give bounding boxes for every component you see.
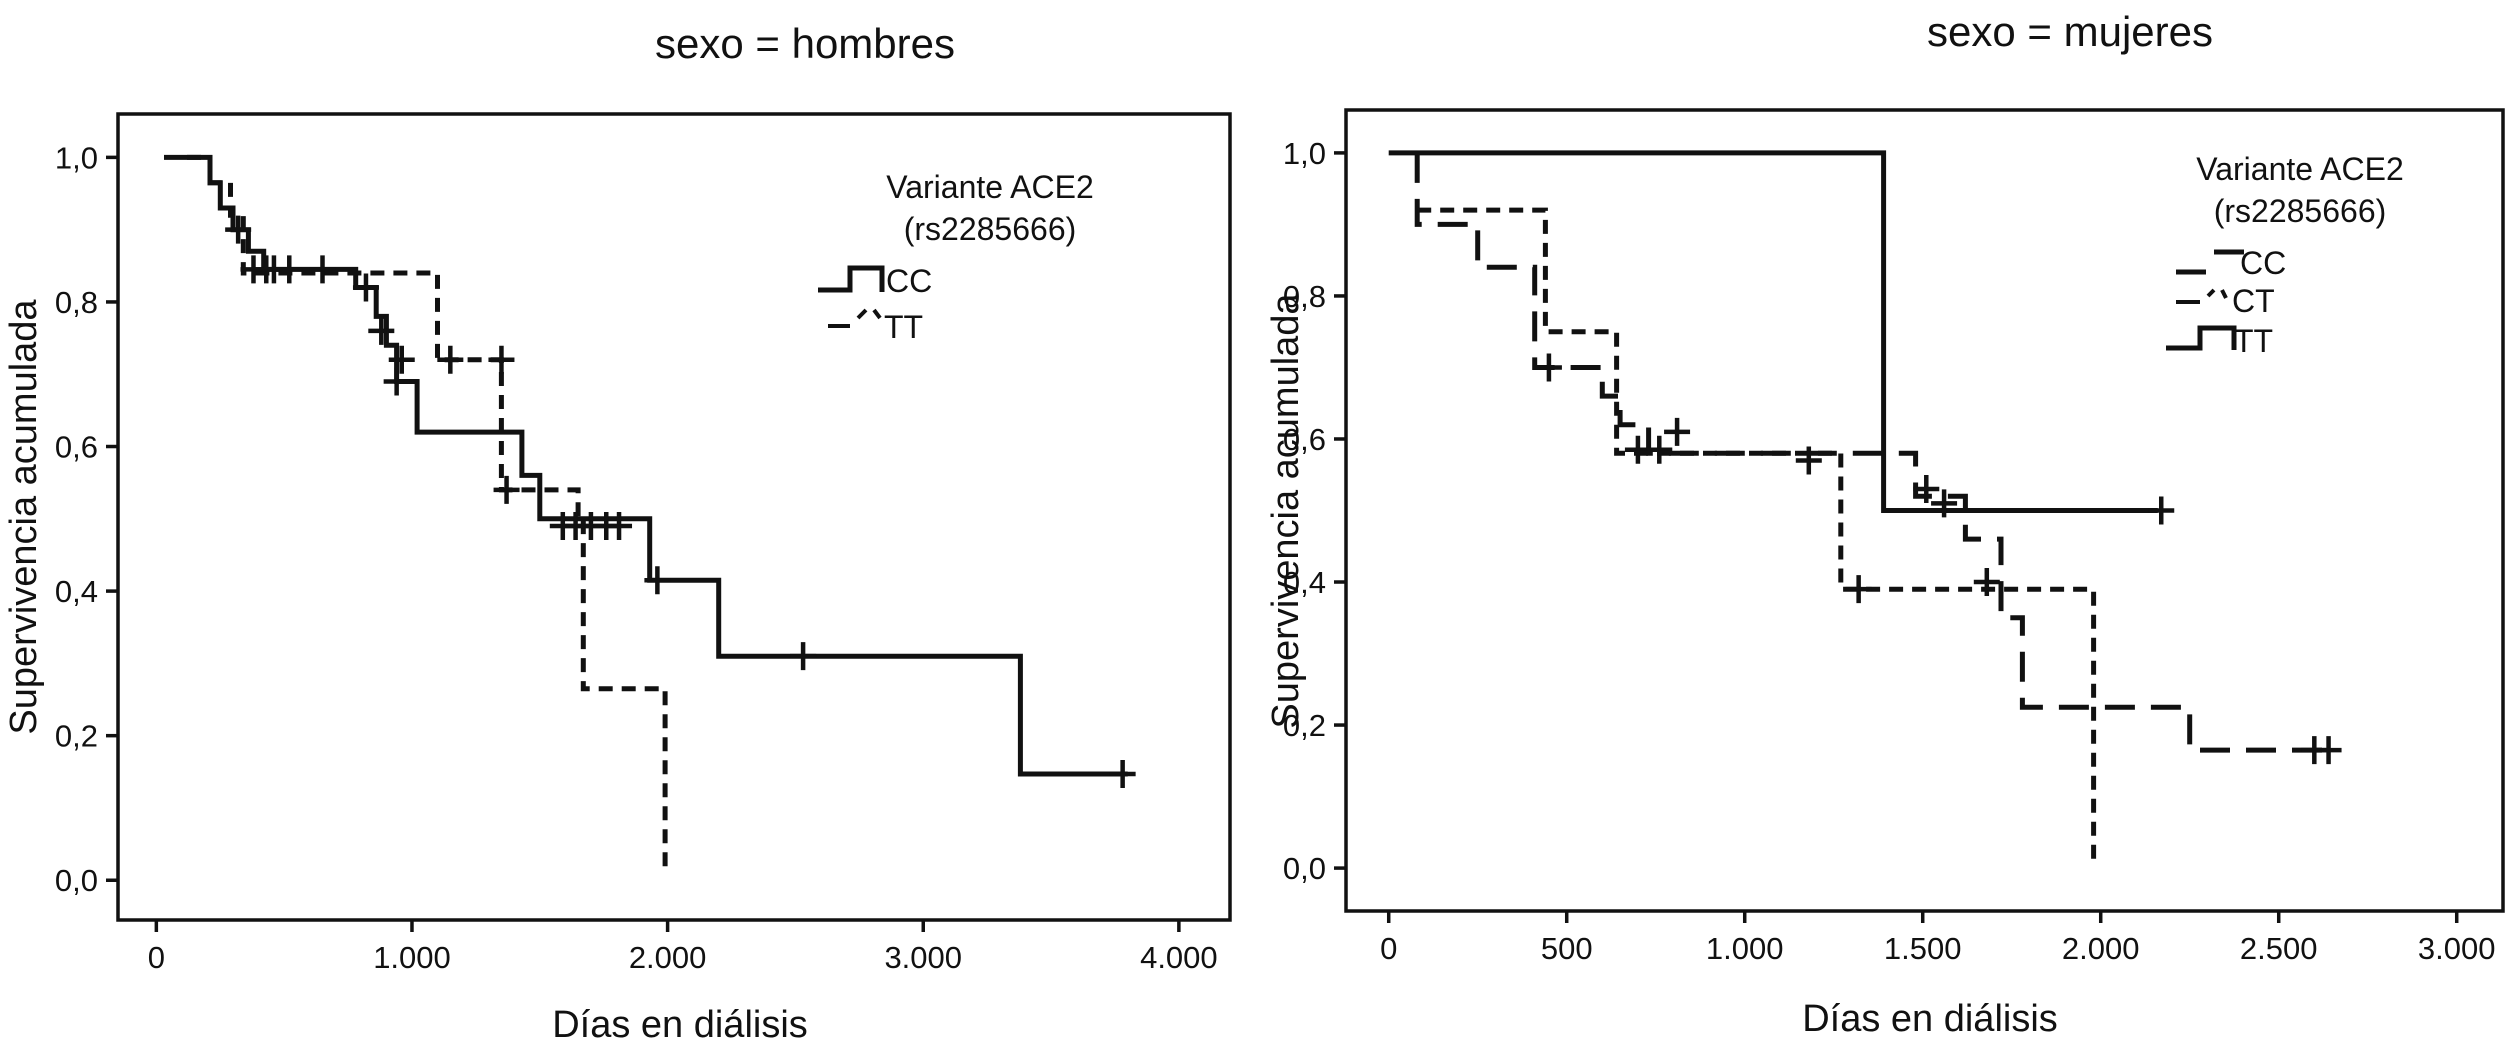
legend-title-line-1: Variante ACE2 <box>886 169 1094 205</box>
y-tick-label: 0,8 <box>55 285 98 320</box>
y-tick-label: 0,2 <box>55 719 98 754</box>
y-tick-label: 0,6 <box>55 430 98 465</box>
series-tt-censor-mark <box>488 345 515 374</box>
series-tt-censor-mark <box>606 512 633 541</box>
y-tick-label: 1,0 <box>1283 136 1326 171</box>
series-cc-line <box>164 154 1128 777</box>
legend-label-cc: CC <box>886 263 932 299</box>
series-tt-censor-mark <box>493 475 520 504</box>
x-tick-label: 0 <box>148 940 165 975</box>
legend-label-cc: CC <box>2240 245 2286 281</box>
x-tick-label: 500 <box>1541 931 1593 966</box>
series-cc-censor-mark <box>1664 417 1691 446</box>
series-cc-line <box>1414 152 2329 753</box>
x-tick-label: 0 <box>1380 931 1397 966</box>
series-tt-censor-mark <box>1913 475 1940 504</box>
x-tick-label: 2.000 <box>629 940 707 975</box>
series-tt-censor-mark <box>437 345 464 374</box>
x-tick-label: 3.000 <box>2418 931 2496 966</box>
tick-layer: 0 1.000 2.000 3.000 4.000 0,0 0,2 0,4 0,6 0,8 1,0 <box>55 140 1218 975</box>
series-cc-censor-mark <box>790 642 817 671</box>
x-tick-label: 1.000 <box>373 940 451 975</box>
legend: Variante ACE2 (rs2285666) CC CT TT <box>2166 151 2404 359</box>
x-tick-label: 2.000 <box>2062 931 2140 966</box>
series-tt-censor-mark <box>253 255 280 284</box>
plot-frame <box>116 112 1232 922</box>
legend-label-tt: TT <box>884 309 923 345</box>
series-tt-censor-mark <box>388 345 415 374</box>
legend-label-ct: CT <box>2232 283 2275 319</box>
plot-frame <box>1344 108 2505 913</box>
legend-title-line-2: (rs2285666) <box>2214 193 2387 229</box>
series-ct-censor-mark <box>1973 568 2000 597</box>
legend-swatch-cc <box>2176 249 2244 275</box>
y-tick-label: 0,8 <box>1283 279 1326 314</box>
series-ct-censor-mark <box>1845 575 1872 604</box>
chart-title: sexo = hombres <box>655 20 955 67</box>
series-tt-censor-mark <box>2148 496 2175 525</box>
series-cc-censor-mark <box>383 367 410 396</box>
series-cc-censor-mark <box>309 255 336 284</box>
legend-label-tt: TT <box>2234 323 2273 359</box>
x-tick-label: 1.500 <box>1884 931 1962 966</box>
series-tt-line <box>1388 150 2158 513</box>
legend: Variante ACE2 (rs2285666) CC TT <box>818 169 1094 345</box>
y-tick-label: 0,4 <box>1283 565 1326 600</box>
x-tick-label: 1.000 <box>1706 931 1784 966</box>
legend-swatch-tt <box>2166 325 2237 351</box>
legend-swatch-tt <box>828 308 882 328</box>
y-tick-label: 0,4 <box>55 574 98 609</box>
y-tick-label: 0,0 <box>1283 851 1326 886</box>
tick-layer: 0 500 1.000 1.500 2.000 2.500 3.000 0,0 0,2 0,4 0,… <box>1283 136 2496 966</box>
series-tt-censor-mark <box>368 316 395 345</box>
series-cc-censor-mark <box>352 273 379 302</box>
x-tick-label: 2.500 <box>2240 931 2318 966</box>
series-tt-line <box>187 154 668 870</box>
y-axis-label: Supervivencia acumulada <box>3 299 45 735</box>
legend-title-line-1: Variante ACE2 <box>2196 151 2404 187</box>
series-cc-censor-mark <box>1646 435 1673 464</box>
series-cc-censor-mark <box>1109 759 1136 788</box>
y-tick-label: 0,0 <box>55 863 98 898</box>
chart-title: sexo = mujeres <box>1927 8 2213 55</box>
y-tick-label: 1,0 <box>55 140 98 175</box>
legend-swatch-cc <box>818 265 885 293</box>
panel-mujeres: sexo = mujeres 0 500 1.000 1.500 2.000 2.500 3… <box>1265 8 2505 1040</box>
series-tt-censor-mark <box>644 566 671 595</box>
series-ct-line <box>1417 207 2097 861</box>
x-tick-label: 3.000 <box>884 940 962 975</box>
series-cc-censor-mark <box>2315 736 2342 765</box>
series-cc-censor-mark <box>1535 353 1562 382</box>
legend-title-line-2: (rs2285666) <box>904 211 1077 247</box>
y-axis-label: Supervivencia acumulada <box>1265 293 1307 729</box>
x-axis-label: Días en diálisis <box>552 1004 808 1046</box>
series-cc-censor-mark <box>1795 446 1822 475</box>
series-tt-censor-mark <box>1931 489 1958 518</box>
x-axis-label: Días en diálisis <box>1802 998 2058 1040</box>
series-cc-censor-mark <box>276 255 303 284</box>
x-tick-label: 4.000 <box>1140 940 1218 975</box>
curve-layer <box>1388 150 2342 861</box>
series-cc-censor-mark <box>225 215 252 244</box>
curve-layer <box>164 154 1136 870</box>
y-tick-label: 0,2 <box>1283 708 1326 743</box>
y-tick-label: 0,6 <box>1283 422 1326 457</box>
panel-hombres: sexo = hombres 0 1.000 2.000 3.000 4.0000,00… <box>3 20 1232 1046</box>
legend-swatch-ct <box>2176 288 2228 304</box>
